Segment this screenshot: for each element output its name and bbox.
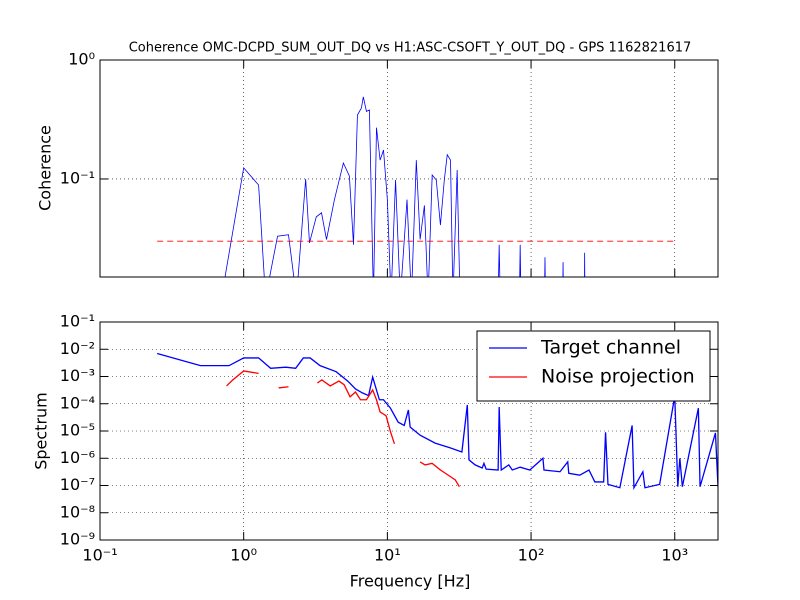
- plot-area: [157, 96, 675, 277]
- y-tick-label: 10⁻⁸: [60, 502, 95, 521]
- x-tick-label: 10⁻¹: [82, 546, 117, 565]
- x-axis-label: Frequency [Hz]: [350, 572, 471, 591]
- plot-area: [157, 352, 718, 491]
- y-tick-label: 10⁻⁴: [60, 393, 95, 412]
- y-axis-label: Spectrum: [32, 392, 51, 470]
- x-tick-label: 10³: [661, 546, 688, 565]
- legend-label: Target channel: [540, 337, 681, 359]
- legend-box: [476, 330, 711, 402]
- legend-label: Noise projection: [541, 366, 695, 388]
- x-tick-label: 10⁰: [230, 546, 257, 565]
- axes-frame: [99, 321, 719, 541]
- data-line: [226, 370, 460, 488]
- axes-frame: [99, 59, 719, 278]
- y-tick-label: 10⁻⁵: [60, 421, 95, 440]
- y-tick-label: 10⁰: [68, 50, 95, 69]
- y-tick-label: 10⁻²: [60, 339, 95, 358]
- y-tick-label: 10⁻⁹: [60, 530, 95, 549]
- y-tick-label: 10⁻⁶: [60, 448, 95, 467]
- chart-title: Coherence OMC-DCPD_SUM_OUT_DQ vs H1:ASC-…: [129, 41, 692, 56]
- y-axis-label: Coherence: [36, 125, 55, 211]
- y-tick-label: 10⁻¹: [60, 312, 95, 331]
- y-tick-label: 10⁻⁷: [60, 475, 95, 494]
- data-line: [224, 96, 586, 277]
- x-tick-label: 10²: [518, 546, 545, 565]
- data-line: [157, 352, 718, 491]
- y-tick-label: 10⁻¹: [60, 168, 95, 187]
- y-tick-label: 10⁻³: [60, 366, 95, 385]
- x-tick-label: 10¹: [374, 546, 401, 565]
